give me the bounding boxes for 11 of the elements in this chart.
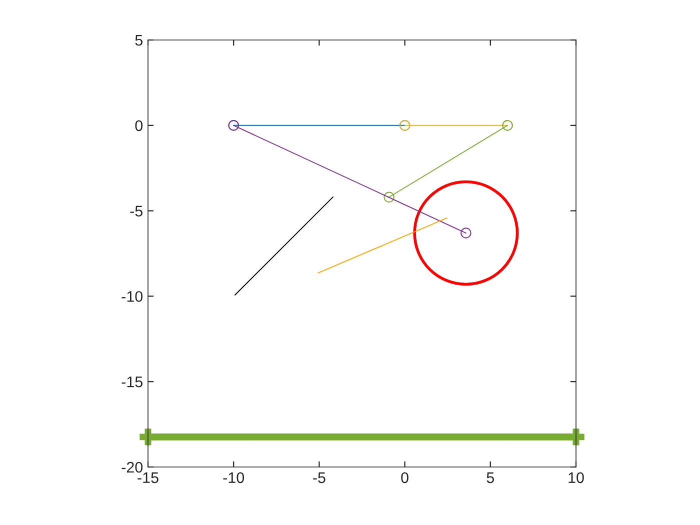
y-tick-label: -10 [122,291,143,302]
x-tick-label: 10 [568,472,584,484]
x-tick-label: 0 [401,472,408,484]
x-tick-label: -5 [313,472,326,484]
y-tick-label: -5 [130,206,142,216]
x-tick-label: 5 [486,472,494,484]
y-tick-label: 5 [135,35,142,46]
y-tick-label: 0 [135,120,143,132]
y-tick-label: -15 [122,376,142,388]
x-tick-label: -10 [223,472,244,484]
y-tick-label: -20 [122,462,143,473]
